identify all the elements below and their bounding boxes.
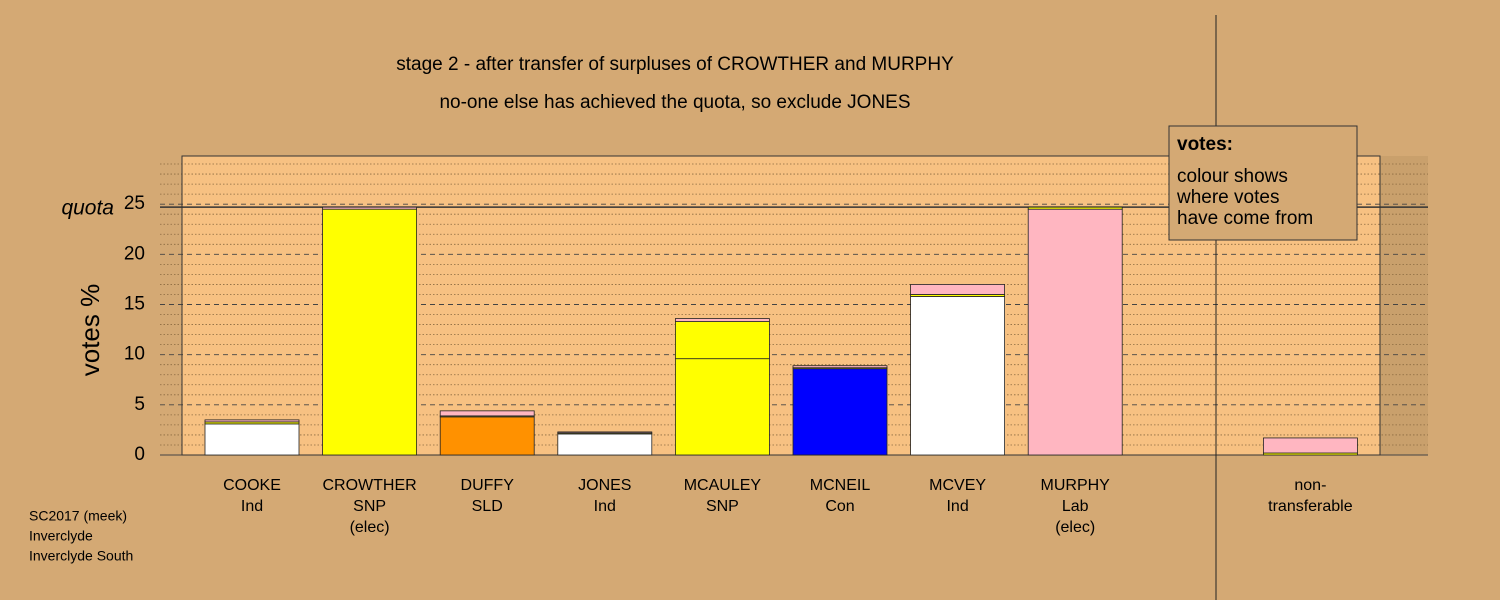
bar-segment: [1263, 437, 1358, 454]
bar-segment: [1027, 206, 1123, 210]
x-tick-label: SNP: [353, 498, 386, 515]
bar-segment: [204, 423, 300, 456]
bar-segment: [204, 419, 300, 423]
bar-segment: [792, 365, 888, 369]
x-tick-label: JONES: [578, 477, 631, 494]
bar-segment: [439, 410, 535, 417]
footer: Inverclyde South: [29, 548, 133, 564]
x-tick-label: SLD: [472, 498, 503, 515]
x-tick-label: transferable: [1268, 498, 1353, 515]
bar-segment: [322, 206, 418, 210]
legend-box: [1168, 125, 1358, 241]
x-tick-label: (elec): [350, 519, 390, 536]
x-tick-label: SNP: [706, 498, 739, 515]
x-tick-label: MCNEIL: [810, 477, 871, 494]
bar-segment: [439, 416, 535, 456]
y-axis-label: votes %: [75, 284, 105, 377]
x-tick-label: MCAULEY: [684, 477, 762, 494]
bar-segment: [675, 358, 770, 456]
bar-segment: [675, 318, 770, 322]
chart-title: stage 2 - after transfer of surpluses of…: [396, 54, 954, 75]
legend-text: have come from: [1177, 208, 1313, 229]
x-tick-label: non-: [1294, 477, 1326, 494]
bar-segment: [792, 368, 888, 456]
footer: SC2017 (meek): [29, 508, 127, 524]
bar-segment: [1027, 208, 1123, 456]
x-tick-label: (elec): [1055, 519, 1095, 536]
bar-segment: [910, 284, 1005, 295]
x-tick-label: COOKE: [223, 477, 281, 494]
x-tick-label: Lab: [1062, 498, 1089, 515]
x-tick-label: DUFFY: [461, 477, 515, 494]
bar-segment: [557, 431, 653, 434]
legend-title: votes:: [1177, 134, 1233, 155]
x-tick-label: CROWTHER: [322, 477, 416, 494]
y-tick-label: 25: [124, 193, 145, 214]
quota-label: quota: [61, 197, 114, 220]
plot-frame: [181, 155, 1381, 456]
footer: Inverclyde: [29, 528, 93, 544]
bar-segment: [675, 321, 770, 360]
x-tick-label: Con: [825, 498, 854, 515]
x-tick-label: Ind: [594, 498, 616, 515]
bar-segment: [910, 296, 1005, 456]
x-tick-label: MCVEY: [929, 477, 986, 494]
x-tick-label: Ind: [241, 498, 263, 515]
chart-subtitle: no-one else has achieved the quota, so e…: [439, 92, 910, 113]
x-tick-label: Ind: [946, 498, 968, 515]
x-tick-label: MURPHY: [1041, 477, 1111, 494]
legend-text: colour shows: [1177, 166, 1288, 187]
bar-segment: [557, 433, 653, 456]
bar-segment: [322, 208, 418, 456]
y-tick-label: 5: [134, 394, 145, 415]
plot-margin: [1380, 156, 1428, 455]
y-tick-label: 0: [134, 444, 145, 465]
y-tick-label: 20: [124, 243, 145, 264]
y-tick-label: 15: [124, 294, 145, 315]
y-tick-label: 10: [124, 344, 145, 365]
legend-text: where votes: [1176, 187, 1279, 208]
